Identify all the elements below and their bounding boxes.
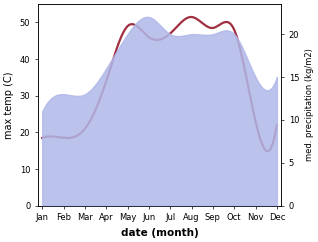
Y-axis label: med. precipitation (kg/m2): med. precipitation (kg/m2) [305,48,314,161]
X-axis label: date (month): date (month) [121,228,198,238]
Y-axis label: max temp (C): max temp (C) [4,71,14,139]
